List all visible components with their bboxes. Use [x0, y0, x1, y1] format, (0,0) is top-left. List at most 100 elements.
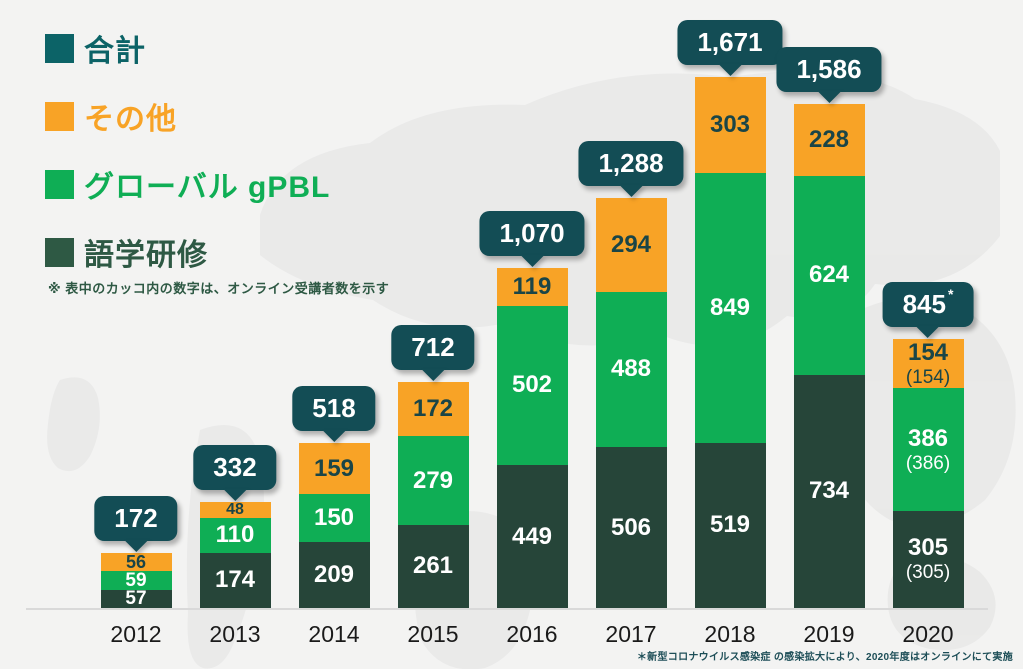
x-axis-label-2019: 2019: [803, 621, 855, 647]
segment-value-label: 209: [313, 560, 355, 588]
bar-segment-2014-その他: 159: [298, 443, 370, 494]
bar-segment-2020-その他: 154 (154): [892, 338, 964, 389]
total-callout-box: 1,671: [677, 19, 783, 65]
x-axis-label-2013: 2013: [209, 621, 261, 647]
segment-value-label: 172: [412, 394, 454, 422]
total-value-label: 172: [114, 503, 158, 534]
callout-tail: [321, 430, 346, 443]
segment-value-label: 56: [125, 552, 147, 573]
segment-value-label: 624: [808, 261, 850, 289]
total-callout-box: 845 *: [882, 282, 974, 328]
total-value-label: 518: [312, 393, 356, 424]
callout-tail: [123, 540, 148, 553]
segment-value-label: 386: [907, 424, 949, 452]
total-value-label: 1,070: [499, 217, 565, 248]
bar-segment-2017-語学研修: 506: [595, 447, 667, 608]
bar-segment-2015-語学研修: 261: [397, 525, 469, 608]
total-value-label: 1,586: [796, 53, 862, 84]
segment-value-label: 154: [907, 338, 949, 366]
bar-segment-2016-グローバル gPBL: 502: [496, 305, 568, 466]
bar-segment-2019-その他: 228: [793, 103, 865, 177]
bar-segment-2019-グローバル gPBL: 624: [793, 176, 865, 375]
total-callout-box: 332: [193, 445, 277, 491]
callout-tail: [222, 489, 247, 502]
legend-item-1: その他: [45, 94, 330, 138]
segment-online-label: (305): [905, 562, 951, 584]
bar-segment-2018-語学研修: 519: [694, 442, 766, 608]
bar-segment-2015-グローバル gPBL: 279: [397, 436, 469, 525]
bar-segment-2012-語学研修: 57: [100, 588, 172, 610]
total-callout-2013: 332: [193, 445, 277, 502]
bar-segment-2018-その他: 303: [694, 76, 766, 173]
bar-segment-2012-グローバル gPBL: 59: [100, 569, 172, 591]
legend-swatch: [45, 237, 74, 267]
total-callout-box: 518: [292, 386, 376, 432]
bar-segment-2013-その他: 48: [199, 501, 271, 519]
legend-swatch: [45, 169, 74, 199]
total-callout-2016: 1,070: [479, 210, 585, 267]
covid-footnote: ＊新型コロナウイルス感染症 の感染拡大により、2020年度はオンラインにて実施: [636, 652, 1013, 663]
segment-value-label: 449: [511, 522, 553, 550]
legend-swatch: [45, 101, 74, 131]
bar-segment-2012-その他: 56: [100, 552, 172, 573]
x-axis-line: [26, 608, 988, 610]
segment-value-label: 294: [610, 231, 652, 259]
segment-value-label: 228: [808, 125, 850, 153]
segment-value-label: 502: [511, 371, 553, 399]
segment-value-label: 119: [512, 272, 552, 300]
bar-segment-2016-語学研修: 449: [496, 465, 568, 608]
x-axis-label-2012: 2012: [110, 621, 162, 647]
callout-tail: [916, 326, 940, 339]
total-value-label: 332: [213, 452, 257, 483]
bar-segment-2019-語学研修: 734: [793, 374, 865, 608]
total-callout-box: 1,586: [776, 46, 882, 92]
x-axis-label-2016: 2016: [506, 621, 558, 647]
segment-value-label: 303: [709, 110, 751, 138]
segment-value-label: 279: [412, 466, 454, 494]
legend-item-0: 合計: [45, 26, 330, 70]
total-callout-box: 712: [391, 324, 475, 370]
segment-value-label: 519: [709, 511, 751, 539]
total-asterisk: *: [947, 286, 954, 303]
segment-online-label: (386): [905, 452, 951, 474]
segment-online-label: (154): [905, 366, 951, 388]
legend-label: その他: [84, 103, 177, 136]
total-value-label: 845: [902, 289, 946, 320]
x-axis-label-2018: 2018: [704, 621, 756, 647]
bar-segment-2014-語学研修: 209: [298, 541, 370, 608]
total-callout-2020: 845 *: [882, 282, 974, 339]
segment-value-label: 59: [125, 569, 147, 591]
bar-segment-2017-グローバル gPBL: 488: [595, 291, 667, 448]
legend-label: グローバル gPBL: [84, 171, 331, 204]
total-value-label: 1,288: [598, 148, 664, 179]
x-axis-label-2015: 2015: [407, 621, 459, 647]
segment-value-label: 150: [313, 503, 355, 531]
callout-tail: [618, 185, 643, 198]
total-callout-box: 172: [94, 496, 178, 542]
segment-value-label: 48: [226, 501, 244, 519]
bar-segment-2017-その他: 294: [595, 198, 667, 292]
total-callout-2017: 1,288: [578, 141, 684, 198]
x-axis-label-2020: 2020: [902, 621, 954, 647]
segment-value-label: 734: [808, 477, 850, 505]
legend-note: ※ 表中のカッコ内の数字は、オンライン受講者数を示す: [48, 281, 390, 296]
segment-value-label: 57: [125, 588, 147, 610]
bar-segment-2020-語学研修: 305 (305): [892, 511, 964, 608]
total-value-label: 712: [411, 331, 455, 362]
segment-value-label: 506: [610, 513, 652, 541]
segment-value-label: 261: [412, 552, 454, 580]
bar-segment-2014-グローバル gPBL: 150: [298, 493, 370, 542]
bar-segment-2016-その他: 119: [496, 267, 568, 306]
total-callout-2012: 172: [94, 496, 178, 553]
total-callout-2014: 518: [292, 386, 376, 443]
x-axis-label-2014: 2014: [308, 621, 360, 647]
total-value-label: 1,671: [697, 26, 763, 57]
segment-value-label: 849: [709, 293, 751, 321]
legend-item-2: グローバル gPBL: [45, 162, 330, 206]
total-callout-2019: 1,586: [776, 46, 882, 103]
segment-value-label: 488: [610, 355, 652, 383]
total-callout-2018: 1,671: [677, 19, 783, 76]
segment-value-label: 305: [907, 534, 949, 562]
bar-segment-2018-グローバル gPBL: 849: [694, 172, 766, 443]
